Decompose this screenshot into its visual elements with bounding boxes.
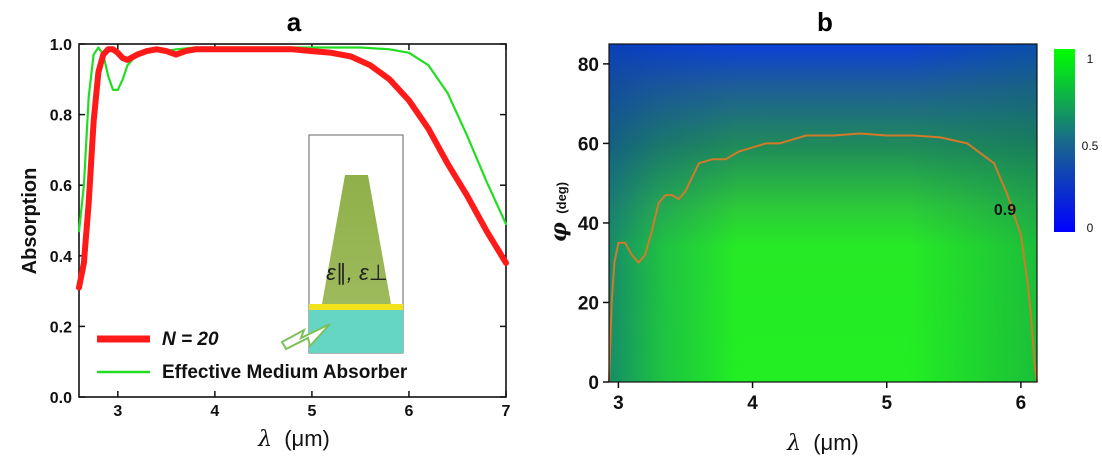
legend-label-n20: N = 20	[162, 329, 219, 350]
panel-b-contour	[608, 132, 1038, 383]
panel-a-x-tick-label: 5	[307, 403, 316, 420]
panel-b-x-tick-label: 5	[881, 393, 892, 414]
legend-label-effective-medium: Effective Medium Absorber	[162, 362, 408, 383]
panel-a-plot-frame	[78, 43, 507, 398]
inset-permittivity-label: ε∥, ε⊥	[326, 260, 388, 285]
panel-a-y-tick-label: 0.8	[50, 108, 72, 125]
substrate-layer	[309, 310, 403, 353]
panel-b-x-tick-label: 3	[613, 393, 624, 414]
colorbar-tick-top: 1	[1087, 52, 1094, 66]
trapezoid-absorber-shape	[322, 175, 391, 304]
panel-a-y-tick-label: 0.4	[50, 249, 72, 266]
panel-a-x-tick-label: 7	[502, 403, 511, 420]
arrow-icon	[280, 323, 331, 351]
panel-b-y-tick-label: 60	[578, 134, 599, 155]
series-line-n20	[76, 46, 509, 291]
panel-a-x-axis-unit: (μm)	[284, 426, 330, 451]
contour-line-0-9	[608, 132, 1038, 383]
panel-a-y-tick-label: 0.0	[50, 390, 72, 407]
panel-a-label: a	[287, 7, 302, 37]
series-line-effective-medium	[77, 46, 508, 233]
panel-a-y-tick-label: 0.2	[50, 319, 72, 336]
panel-b-plot-frame	[608, 43, 1038, 383]
colorbar-tick-bottom: 0	[1087, 221, 1094, 235]
panel-a-x-tick-label: 3	[113, 403, 122, 420]
panel-b-y-tick-label: 40	[578, 214, 599, 235]
panel-a-y-tick-label: 1.0	[50, 37, 72, 54]
panel-a-x-tick-label: 6	[405, 403, 414, 420]
panel-b-y-tick-label: 80	[578, 55, 599, 76]
panel-b-y-axis-unit: (deg)	[554, 182, 569, 214]
panel-b-x-axis-symbol: λ	[786, 431, 801, 456]
panel-b-y-tick-label: 0	[588, 373, 599, 394]
panel-a-axes: 3 4 5 6 7 0.0 0.2 0.4 0.6 0.8 1.0	[50, 37, 511, 420]
contour-level-label: 0.9	[994, 202, 1016, 219]
panel-b-x-tick-label: 6	[1016, 393, 1027, 414]
panel-b-x-tick-label: 4	[747, 393, 758, 414]
panel-a: a 3 4 5 6 7 0.0 0.2 0.4 0.6 0.8 1.0 ε∥, ε⊥ N = 20 …	[19, 7, 511, 452]
panel-b-y-axis-symbol: φ	[546, 222, 572, 242]
panel-a-series	[76, 46, 509, 291]
panel-b-x-axis-label: λ (μm)	[786, 430, 859, 456]
heatmap-right-shade	[609, 44, 1037, 382]
colorbar: 1 0.5 0	[1054, 49, 1099, 235]
metal-layer	[309, 304, 403, 310]
absorber-inset: ε∥, ε⊥	[280, 134, 404, 354]
panel-b-label: b	[817, 7, 833, 37]
panel-a-x-tick-label: 4	[210, 403, 219, 420]
panel-a-x-axis-label: λ (μm)	[257, 426, 330, 452]
panel-a-y-tick-label: 0.6	[50, 178, 72, 195]
panel-b-y-tick-label: 20	[578, 293, 599, 314]
panel-a-x-axis-symbol: λ	[257, 427, 272, 452]
panel-a-y-axis-label: Absorption	[19, 168, 41, 275]
panel-b-y-axis-label: φ (deg)	[546, 182, 572, 242]
panel-b-x-axis-unit: (μm)	[813, 430, 859, 455]
colorbar-gradient	[1054, 49, 1075, 232]
colorbar-tick-mid: 0.5	[1082, 139, 1099, 153]
panel-a-legend: N = 20 Effective Medium Absorber	[97, 329, 408, 383]
